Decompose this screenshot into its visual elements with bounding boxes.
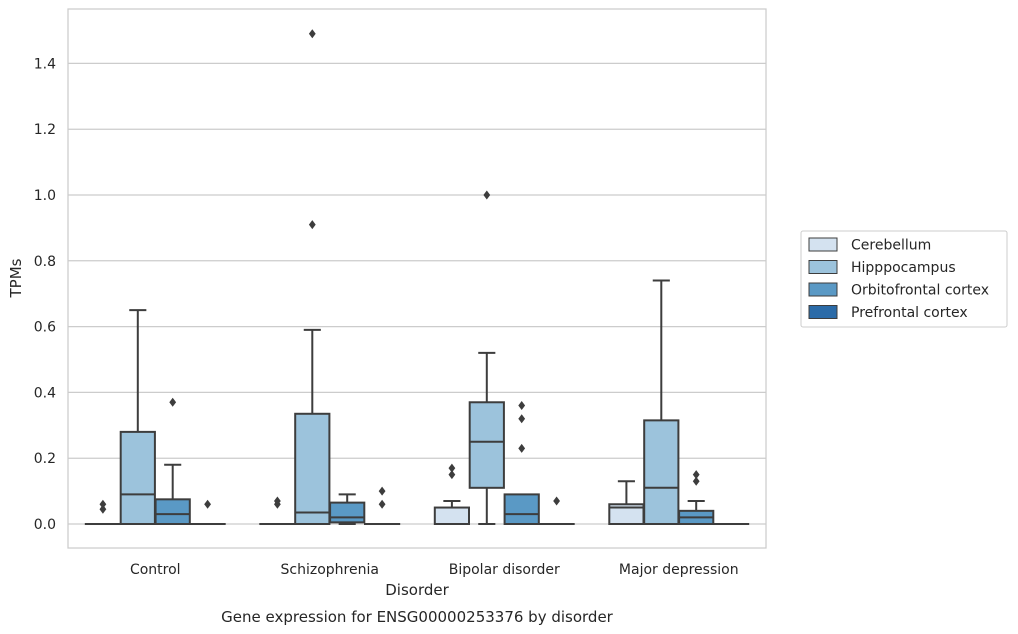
legend-label: Cerebellum [851,238,931,254]
outlier-point [692,470,700,480]
outlier-point [692,476,700,486]
outlier-point [99,504,107,514]
x-tick-label: Bipolar disorder [449,562,560,578]
y-tick-label: 0.2 [34,451,56,467]
x-tick-label: Schizophrenia [281,562,379,578]
outlier-point [448,470,456,480]
box-cerebellum [259,496,296,526]
y-tick-label: 0.6 [34,320,56,336]
box-prefrontal-cortex [363,486,401,526]
outlier-point [308,29,316,39]
outlier-point [169,397,177,407]
outlier-point [378,499,386,509]
outlier-point [518,414,526,424]
box-hipppocampus [119,309,156,526]
y-tick-label: 1.4 [34,56,56,72]
outlier-point [308,220,316,230]
box-prefrontal-cortex [189,499,226,526]
box-hipppocampus [294,29,331,525]
y-tick-label: 0.4 [34,385,56,401]
box-cerebellum [433,463,471,525]
legend-swatch [808,282,838,297]
outlier-point [483,190,491,200]
box-orbitofrontal-cortex [329,493,366,525]
legend-label: Prefrontal cortex [851,305,968,321]
figure-caption: Gene expression for ENSG00000253376 by d… [221,608,614,626]
box-orbitofrontal-cortex [678,470,715,525]
box-body [433,506,471,525]
box-cerebellum [608,480,645,526]
x-tick-labels: Control Schizophrenia Bipolar disorder Majo… [130,562,739,578]
x-tick-label: Control [130,562,181,578]
legend-label: Orbitofrontal cortex [851,283,989,299]
y-tick-label: 1.2 [34,122,56,138]
plot-frame [67,8,767,549]
outlier-point [378,486,386,496]
box-body [503,493,540,526]
legend-swatch [808,260,838,274]
box-hipppocampus [643,279,680,525]
box-body [294,412,331,525]
y-tick-label: 0.8 [34,254,56,270]
box-hipppocampus [468,190,505,525]
outlier-point [448,463,456,473]
box-body [119,430,156,526]
box-body [329,501,366,524]
box-layer [84,29,750,526]
legend: Cerebellum Hipppocampus Orbitofrontal cort… [800,230,1008,328]
y-tick-label: 0.0 [34,517,56,533]
box-orbitofrontal-cortex [503,401,540,526]
outlier-point [99,499,107,509]
box-orbitofrontal-cortex [154,397,191,526]
y-tick-label: 1.0 [34,188,56,204]
box-cerebellum [84,499,122,526]
outlier-point [274,496,281,506]
grid-layer [68,62,766,525]
box-body [643,419,680,525]
outlier-point [204,499,211,509]
outlier-point [518,443,526,453]
x-axis-label: Disorder [385,581,449,599]
outlier-point [518,401,526,411]
box-prefrontal-cortex [538,496,575,526]
x-tick-label: Major depression [619,562,739,578]
box-body [154,498,191,526]
legend-label: Hipppocampus [851,260,956,276]
y-tick-labels: 0.0 0.2 0.4 0.6 0.8 1.0 1.2 1.4 [34,56,56,533]
y-axis-label: TPMs [7,258,25,298]
box-body [468,401,505,489]
legend-frame [800,230,1008,328]
legend-swatch [808,237,838,252]
legend-swatch [808,305,838,319]
outlier-point [553,496,560,506]
